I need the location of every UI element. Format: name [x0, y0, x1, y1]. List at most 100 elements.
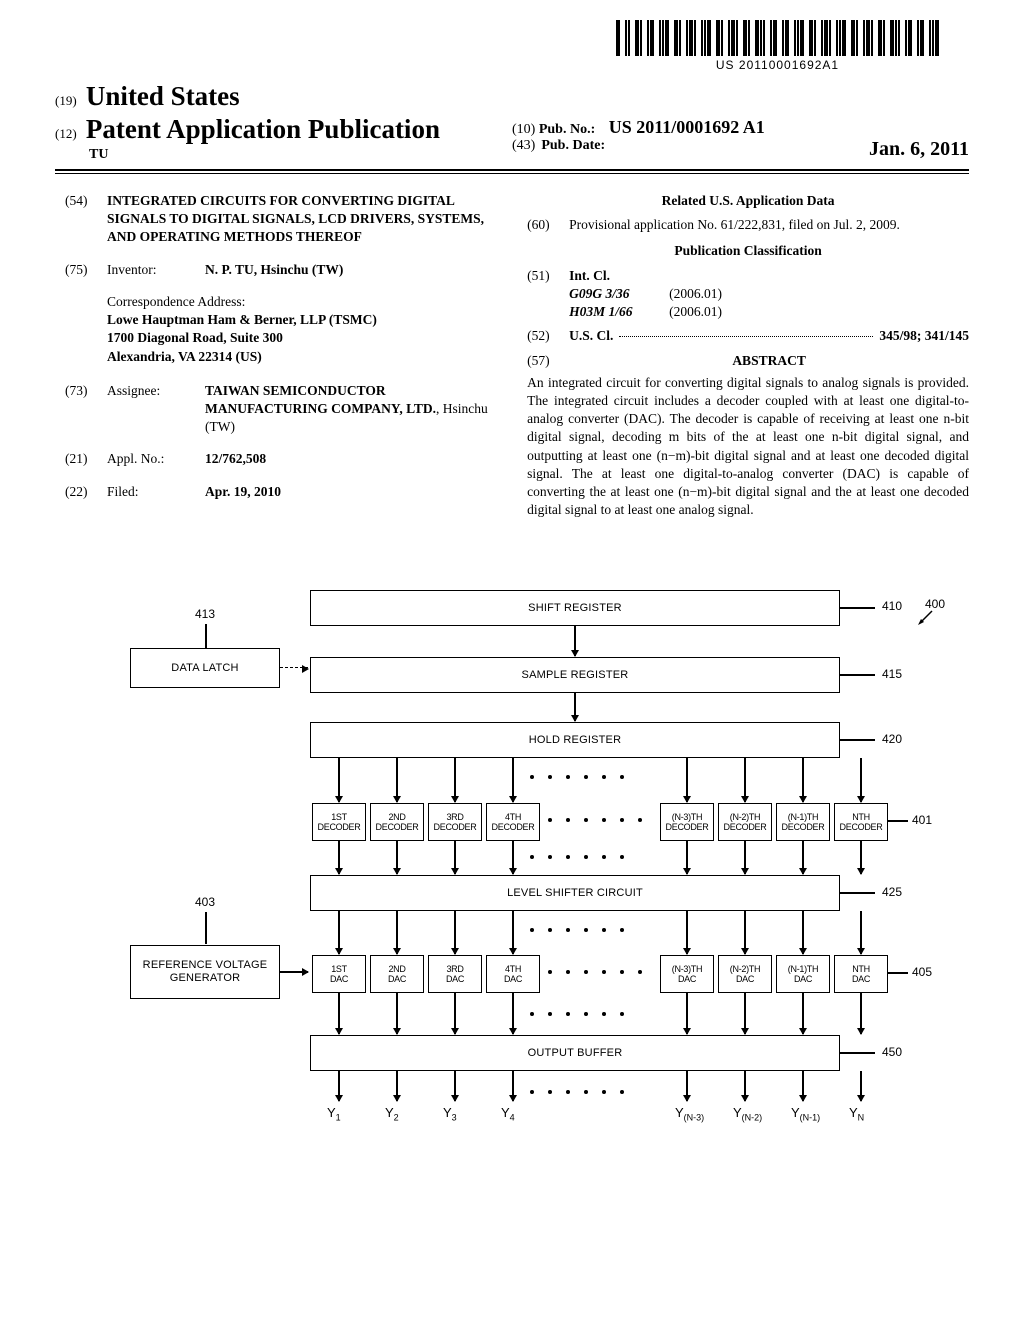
lead-line [888, 820, 908, 822]
us-cl-value: 345/98; 341/145 [879, 328, 969, 343]
arrow-icon [918, 609, 934, 625]
arrow-icon [574, 626, 576, 656]
arrow-icon [338, 841, 340, 874]
arrow-icon [454, 758, 456, 802]
output-buffer-label: OUTPUT BUFFER [528, 1047, 623, 1060]
arrow-icon [396, 993, 398, 1034]
assignee-name: TAIWAN SEMICONDUCTOR MANUFACTURING COMPA… [205, 383, 436, 416]
arrow-icon [686, 911, 688, 954]
code-57: (57) [527, 352, 569, 370]
output-label: Y(N-1) [791, 1105, 820, 1123]
correspondence-firm: Lowe Hauptman Ham & Berner, LLP (TSMC) [107, 312, 377, 327]
output-label: Y4 [501, 1105, 515, 1123]
dac-block: (N-3)THDAC [660, 955, 714, 993]
related-header: Related U.S. Application Data [527, 192, 969, 210]
arrow-icon [454, 911, 456, 954]
arrow-icon [454, 1071, 456, 1101]
assignee-label: Assignee: [107, 382, 205, 437]
output-label: Y1 [327, 1105, 341, 1123]
level-shifter-block: LEVEL SHIFTER CIRCUIT [310, 875, 840, 911]
arrow-icon [454, 993, 456, 1034]
pub-no-value: US 2011/0001692 A1 [609, 117, 765, 137]
code-21: (21) [65, 450, 107, 468]
arrow-icon [744, 993, 746, 1034]
lead-line [840, 674, 875, 676]
filed-label: Filed: [107, 483, 205, 501]
ellipsis-dots [548, 818, 642, 822]
pub-no-label: Pub. No.: [539, 122, 595, 137]
decoder-block: 2NDDECODER [370, 803, 424, 841]
ellipsis-dots [530, 1090, 624, 1094]
arrow-icon [802, 993, 804, 1034]
dotted-leader [619, 327, 873, 337]
label-450: 450 [882, 1045, 902, 1059]
label-403: 403 [195, 895, 215, 909]
code-43: (43) [512, 138, 535, 161]
code-51: (51) [527, 267, 569, 285]
arrow-icon [686, 841, 688, 874]
hold-register-label: HOLD REGISTER [529, 734, 621, 747]
appl-no-value: 12/762,508 [205, 451, 266, 466]
barcode-icon [616, 20, 939, 56]
arrow-icon [802, 758, 804, 802]
shift-register-label: SHIFT REGISTER [528, 602, 622, 615]
arrow-icon [744, 911, 746, 954]
arrow-icon [802, 841, 804, 874]
appl-no-label: Appl. No.: [107, 450, 205, 468]
ipc-date-2: (2006.01) [669, 303, 722, 321]
arrow-icon [338, 758, 340, 802]
arrow-icon [512, 911, 514, 954]
code-10: (10) [512, 122, 535, 137]
filed-value: Apr. 19, 2010 [205, 484, 281, 499]
reference-voltage-label: REFERENCE VOLTAGE GENERATOR [131, 959, 279, 984]
output-label: Y(N-2) [733, 1105, 762, 1123]
arrow-icon [280, 971, 308, 973]
dac-block: (N-1)THDAC [776, 955, 830, 993]
arrow-icon [574, 693, 576, 721]
arrow-icon [860, 841, 862, 874]
label-413: 413 [195, 607, 215, 621]
ellipsis-dots [530, 855, 624, 859]
hold-register-block: HOLD REGISTER [310, 722, 840, 758]
decoder-block: (N-1)THDECODER [776, 803, 830, 841]
ipc-class-2: H03M 1/66 [569, 303, 669, 321]
dac-block: 3RDDAC [428, 955, 482, 993]
arrow-icon [396, 911, 398, 954]
divider-thin [55, 173, 969, 174]
output-label: Y2 [385, 1105, 399, 1123]
decoder-block: 4THDECODER [486, 803, 540, 841]
arrow-icon [686, 758, 688, 802]
arrow-icon [686, 1071, 688, 1101]
ipc-class-1: G09G 3/36 [569, 285, 669, 303]
dac-block: NTHDAC [834, 955, 888, 993]
code-12: (12) [55, 126, 77, 141]
code-73: (73) [65, 382, 107, 437]
dac-block: (N-2)THDAC [718, 955, 772, 993]
output-label: YN [849, 1105, 864, 1123]
country-name: United States [86, 81, 240, 111]
arrow-icon [860, 1071, 862, 1101]
bibliographic-section: (54) INTEGRATED CIRCUITS FOR CONVERTING … [55, 192, 969, 520]
arrow-icon [744, 758, 746, 802]
dac-block: 2NDDAC [370, 955, 424, 993]
arrow-icon [338, 1071, 340, 1101]
shift-register-block: SHIFT REGISTER [310, 590, 840, 626]
block-diagram: DATA LATCH 413 SHIFT REGISTER 410 400 SA… [130, 585, 910, 1145]
arrow-icon [686, 993, 688, 1034]
arrow-icon [860, 758, 862, 802]
label-401: 401 [912, 813, 932, 827]
pub-date-value: Jan. 6, 2011 [869, 138, 969, 161]
arrow-icon [454, 841, 456, 874]
output-label: Y3 [443, 1105, 457, 1123]
code-75: (75) [65, 261, 107, 279]
arrow-icon [396, 841, 398, 874]
ellipsis-dots [548, 970, 642, 974]
decoder-block: (N-3)THDECODER [660, 803, 714, 841]
reference-voltage-block: REFERENCE VOLTAGE GENERATOR [130, 945, 280, 999]
publication-type: Patent Application Publication [86, 114, 440, 144]
label-410: 410 [882, 599, 902, 613]
code-22: (22) [65, 483, 107, 501]
pub-date-label: Pub. Date: [541, 138, 605, 161]
inventor-surname: TU [89, 147, 512, 163]
label-415: 415 [882, 667, 902, 681]
